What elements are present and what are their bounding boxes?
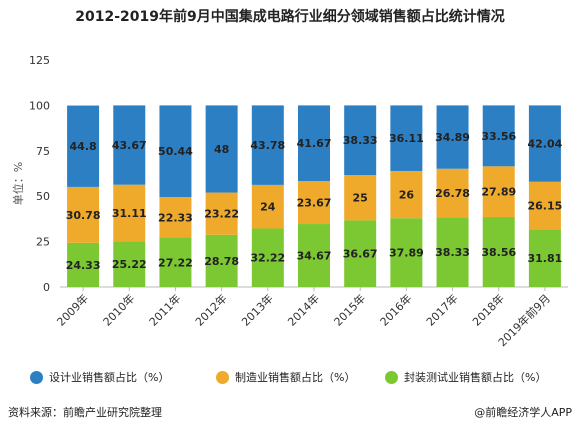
bar-segment: [528, 229, 561, 287]
data-label: 34.67: [297, 250, 332, 263]
bar-segment: [67, 186, 100, 243]
brand-credit: @前瞻经济学人APP: [474, 406, 572, 419]
y-tick-label: 50: [36, 190, 50, 203]
bar-segment: [67, 105, 100, 187]
legend-label: 封装测试业销售额占比（%）: [404, 371, 547, 384]
bar-segment: [528, 105, 561, 182]
y-tick-label: 125: [29, 54, 50, 67]
data-label: 43.78: [250, 139, 285, 152]
bar-segment: [390, 105, 423, 171]
data-label: 26: [399, 189, 415, 202]
bar-segment: [436, 105, 469, 169]
data-label: 28.78: [204, 255, 239, 268]
data-label: 32.22: [250, 252, 285, 265]
bar-segment: [251, 228, 284, 287]
x-tick-label: 2018年: [469, 291, 506, 328]
data-label: 33.56: [481, 130, 516, 143]
y-tick-label: 0: [43, 281, 50, 294]
bar-segment: [113, 105, 146, 185]
data-label: 36.11: [389, 132, 424, 145]
y-axis-label: 单位：%: [11, 162, 25, 205]
data-label: 31.11: [112, 207, 147, 220]
bar-segment: [67, 242, 100, 287]
data-label: 41.67: [297, 137, 332, 150]
bar-segment: [205, 105, 238, 193]
bar-segment: [482, 166, 515, 217]
data-label: 25: [353, 192, 368, 205]
legend-dot-icon: [30, 370, 43, 384]
data-label: 38.33: [435, 246, 470, 259]
legend-item-packaging: 封装测试业销售额占比（%）: [385, 369, 546, 385]
bar-segment: [436, 217, 469, 287]
data-label: 27.89: [481, 186, 516, 199]
x-tick-label: 2016年: [377, 291, 414, 328]
bar-segment: [159, 197, 192, 238]
x-tick-label: 2015年: [331, 291, 368, 328]
bar-segment: [298, 181, 330, 225]
x-tick-label: 2017年: [423, 291, 460, 328]
x-tick-label: 2014年: [285, 291, 322, 328]
data-label: 24.33: [66, 259, 101, 272]
data-label: 44.8: [70, 140, 97, 153]
data-label: 30.78: [66, 209, 101, 222]
y-tick-label: 25: [36, 236, 50, 249]
bar-segment: [482, 216, 515, 287]
data-label: 25.22: [112, 258, 147, 271]
bar-segment: [298, 105, 330, 182]
data-label: 34.89: [435, 131, 470, 144]
data-label: 42.04: [528, 138, 563, 151]
bar-segment: [344, 220, 377, 287]
legend-label: 制造业销售额占比（%）: [235, 371, 356, 384]
bar-segment: [159, 105, 192, 198]
data-label: 26.78: [435, 187, 470, 200]
x-tick-label: 2011年: [146, 291, 183, 328]
legend-label: 设计业销售额占比（%）: [49, 371, 170, 384]
bar-segment: [344, 105, 377, 176]
x-tick-label: 2012年: [192, 291, 229, 328]
data-label: 48: [214, 143, 229, 156]
bar-segment: [159, 237, 192, 287]
data-label: 22.33: [158, 211, 193, 224]
data-label: 38.33: [343, 134, 378, 147]
bar-segment: [113, 184, 146, 242]
y-tick-label: 75: [36, 145, 50, 158]
x-tick-label: 2010年: [100, 291, 137, 328]
data-label: 27.22: [158, 256, 193, 269]
bar-segment: [298, 224, 330, 287]
bar-segment: [251, 105, 284, 185]
legend-dot-icon: [385, 370, 398, 384]
legend-dot-icon: [216, 370, 229, 384]
legend-item-manufacturing: 制造业销售额占比（%）: [216, 369, 355, 385]
data-label: 26.15: [528, 199, 563, 212]
bar-segment: [205, 234, 238, 287]
data-label: 43.67: [112, 139, 147, 152]
chart-title: 2012-2019年前9月中国集成电路行业细分领域销售额占比统计情况: [75, 9, 505, 25]
y-tick-label: 100: [29, 99, 50, 112]
data-label: 23.22: [204, 208, 239, 221]
bar-segment: [436, 168, 469, 218]
bar-segment: [390, 170, 423, 219]
bar-segment: [113, 241, 146, 287]
bar-segment: [528, 181, 561, 230]
data-label: 38.56: [481, 246, 516, 259]
data-label: 50.44: [158, 145, 193, 158]
bar-segment: [344, 175, 377, 221]
data-label: 24: [260, 201, 276, 214]
data-label: 37.89: [389, 247, 424, 260]
bar-segment: [390, 218, 423, 287]
x-tick-label: 2013年: [238, 291, 275, 328]
x-tick-label: 2009年: [54, 291, 91, 328]
source-note: 资料来源：前瞻产业研究院整理: [8, 406, 162, 419]
data-label: 36.67: [343, 248, 378, 261]
bar-segment: [205, 192, 238, 235]
legend-item-design: 设计业销售额占比（%）: [30, 369, 169, 385]
bar-segment: [482, 105, 515, 167]
data-label: 31.81: [528, 252, 563, 265]
data-label: 23.67: [297, 197, 332, 210]
legend: 设计业销售额占比（%） 制造业销售额占比（%） 封装测试业销售额占比（%）: [30, 369, 570, 389]
bar-segment: [251, 184, 284, 229]
